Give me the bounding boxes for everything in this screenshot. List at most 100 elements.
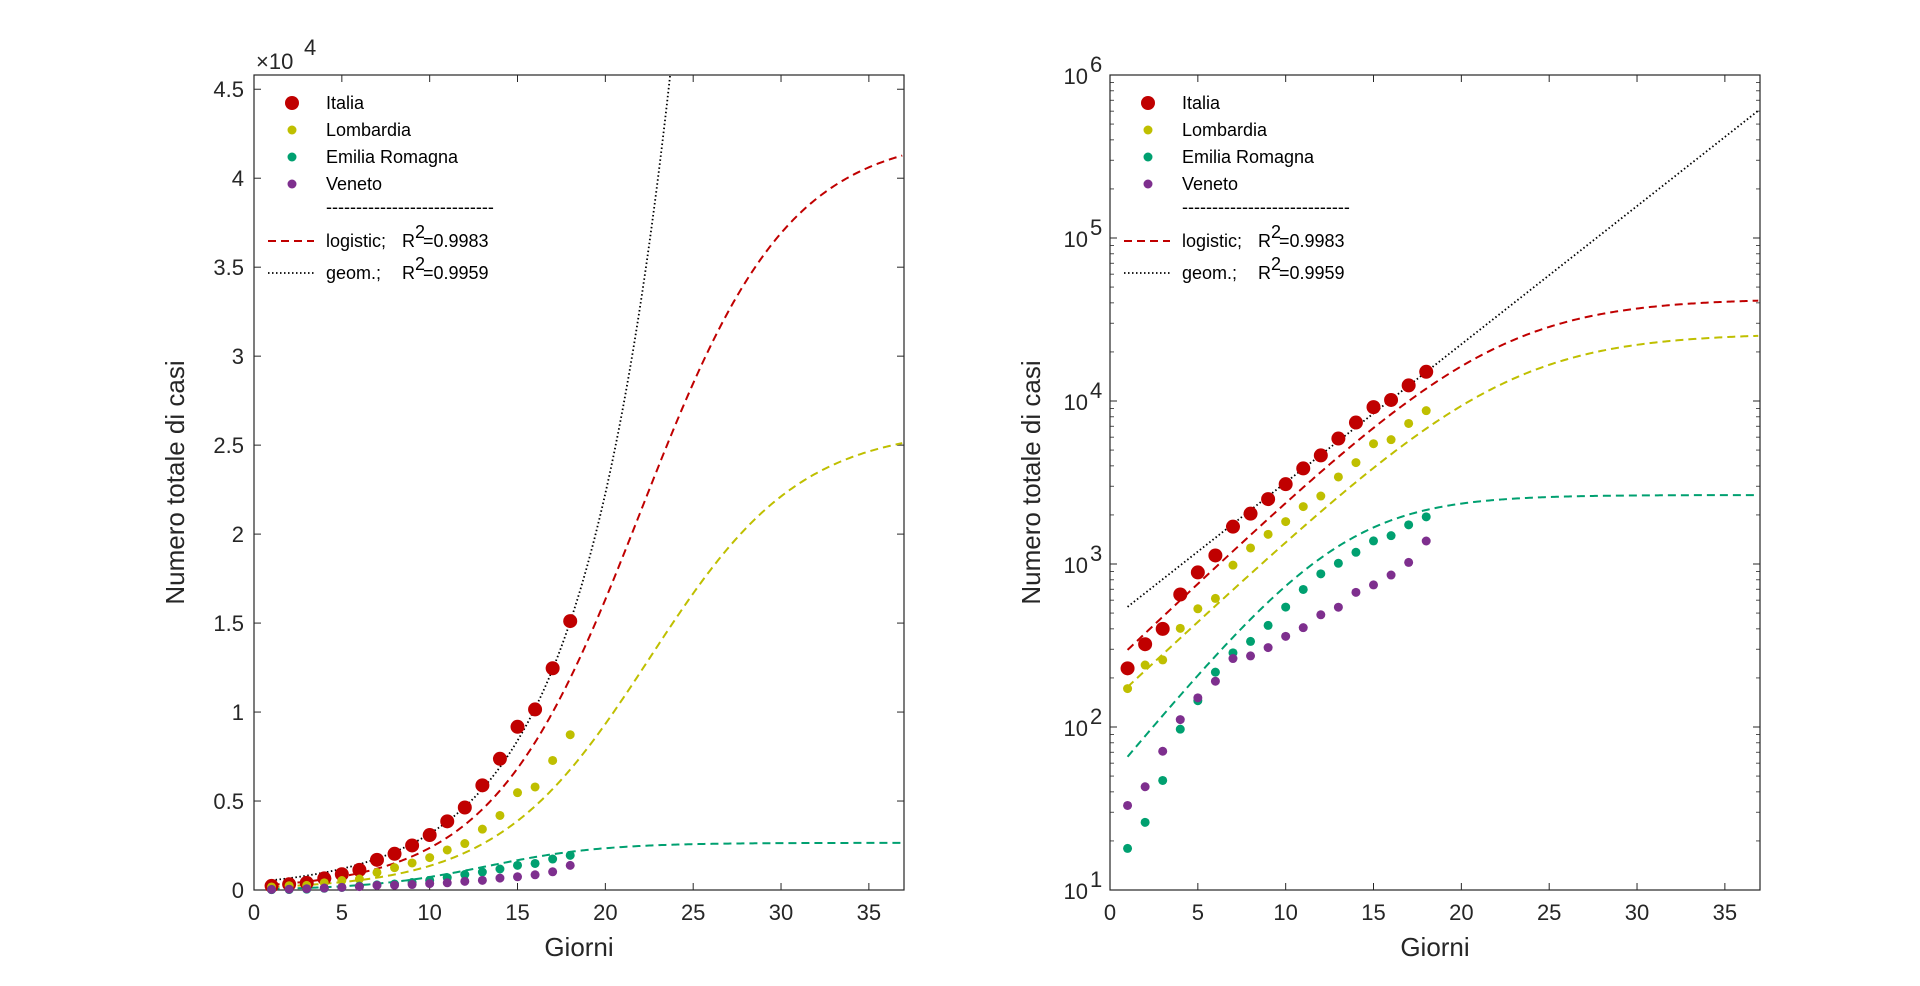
y-tick-label: 10: [1064, 553, 1088, 578]
x-tick-label: 30: [769, 900, 793, 925]
data-point: [1123, 684, 1133, 694]
data-point: [1333, 602, 1343, 612]
data-point: [565, 730, 575, 740]
data-point: [1210, 676, 1220, 686]
y-tick-label: 4.5: [213, 77, 244, 102]
geometric-fit-curve: [1127, 109, 1759, 608]
data-point: [477, 875, 487, 885]
data-point: [1404, 520, 1414, 530]
data-point: [495, 873, 505, 883]
data-point: [1281, 602, 1291, 612]
x-axis-label: Giorni: [544, 932, 613, 962]
data-point: [1210, 593, 1220, 603]
legend-logistic-r2: =0.9983: [423, 231, 489, 251]
data-point: [495, 810, 505, 820]
y-tick-label: 10: [1064, 390, 1088, 415]
x-tick-label: 20: [1449, 900, 1473, 925]
data-point: [267, 884, 277, 894]
x-tick-label: 10: [417, 900, 441, 925]
data-point: [1140, 817, 1150, 827]
legend-logistic-label: logistic;: [326, 231, 386, 251]
y-exponent-label: ×10: [256, 49, 293, 74]
data-point: [513, 872, 523, 882]
data-point: [1246, 651, 1256, 661]
data-point: [1401, 378, 1416, 393]
plot-area: [253, 74, 905, 891]
data-point: [457, 800, 472, 815]
data-point: [492, 751, 507, 766]
data-point: [1298, 584, 1308, 594]
legend-entry: Lombardia: [326, 120, 412, 140]
x-tick-label: 25: [681, 900, 705, 925]
data-point: [1386, 435, 1396, 445]
legend-r-symbol: R: [402, 231, 415, 251]
data-point: [1123, 800, 1133, 810]
data-point: [548, 867, 558, 877]
data-point: [1351, 458, 1361, 468]
data-point: [1123, 843, 1133, 853]
data-point: [1419, 364, 1434, 379]
data-point: [1243, 506, 1258, 521]
data-point: [1261, 492, 1276, 507]
series-veneto: [1123, 536, 1431, 810]
data-point: [440, 814, 455, 829]
legend-separator: ----------------------------: [1182, 197, 1350, 217]
data-point: [1421, 536, 1431, 546]
legend-marker: [287, 152, 297, 162]
x-tick-label: 0: [248, 900, 260, 925]
data-point: [1173, 587, 1188, 602]
legend-marker: [1143, 125, 1153, 135]
data-point: [1175, 724, 1185, 734]
logistic-fit-lombardia: [1126, 334, 1759, 688]
y-tick-label: 3.5: [213, 255, 244, 280]
data-point: [354, 882, 364, 892]
fit-curves: [1126, 109, 1759, 758]
data-point: [1316, 610, 1326, 620]
data-point: [1281, 517, 1291, 527]
data-point: [1404, 557, 1414, 567]
y-tick-label: 10: [1064, 879, 1088, 904]
data-point: [1210, 667, 1220, 677]
data-point: [477, 867, 487, 877]
data-point: [1228, 654, 1238, 664]
data-point: [334, 867, 349, 882]
logistic-fit-lombardia: [271, 442, 903, 888]
legend-logistic-label: logistic;: [1182, 231, 1242, 251]
data-point: [405, 838, 420, 853]
data-point: [495, 864, 505, 874]
legend: Italia Lombardia Emilia Romagna Veneto -----…: [268, 93, 494, 283]
data-point: [1316, 569, 1326, 579]
logistic-fit-italia: [1126, 299, 1759, 651]
x-tick-label: 10: [1273, 900, 1297, 925]
data-point: [1225, 519, 1240, 534]
legend-geometric-label: geom.;: [1182, 263, 1237, 283]
y-tick-label: 10: [1064, 227, 1088, 252]
data-point: [422, 828, 437, 843]
data-point: [1263, 529, 1273, 539]
data-point: [407, 858, 417, 868]
series-lombardia: [1123, 406, 1431, 694]
legend-geometric-r2: =0.9959: [423, 263, 489, 283]
data-point: [1369, 536, 1379, 546]
y-tick-label: 0: [232, 878, 244, 903]
data-point: [513, 788, 523, 798]
data-point: [1316, 491, 1326, 501]
data-point: [1351, 547, 1361, 557]
data-point: [390, 863, 400, 873]
y-tick-label: 2.5: [213, 433, 244, 458]
data-point: [390, 880, 400, 890]
data-point: [1384, 392, 1399, 407]
data-points: [264, 614, 578, 895]
legend-r-power: 2: [1271, 222, 1281, 242]
data-point: [1298, 623, 1308, 633]
data-point: [1386, 531, 1396, 541]
y-tick-label: 0.5: [213, 789, 244, 814]
x-tick-label: 5: [336, 900, 348, 925]
data-point: [284, 884, 294, 894]
y-axis-label: Numero totale di casi: [1016, 360, 1046, 604]
x-tick-label: 0: [1104, 900, 1116, 925]
data-point: [1281, 631, 1291, 641]
data-point: [1421, 512, 1431, 522]
data-point: [1158, 655, 1168, 665]
